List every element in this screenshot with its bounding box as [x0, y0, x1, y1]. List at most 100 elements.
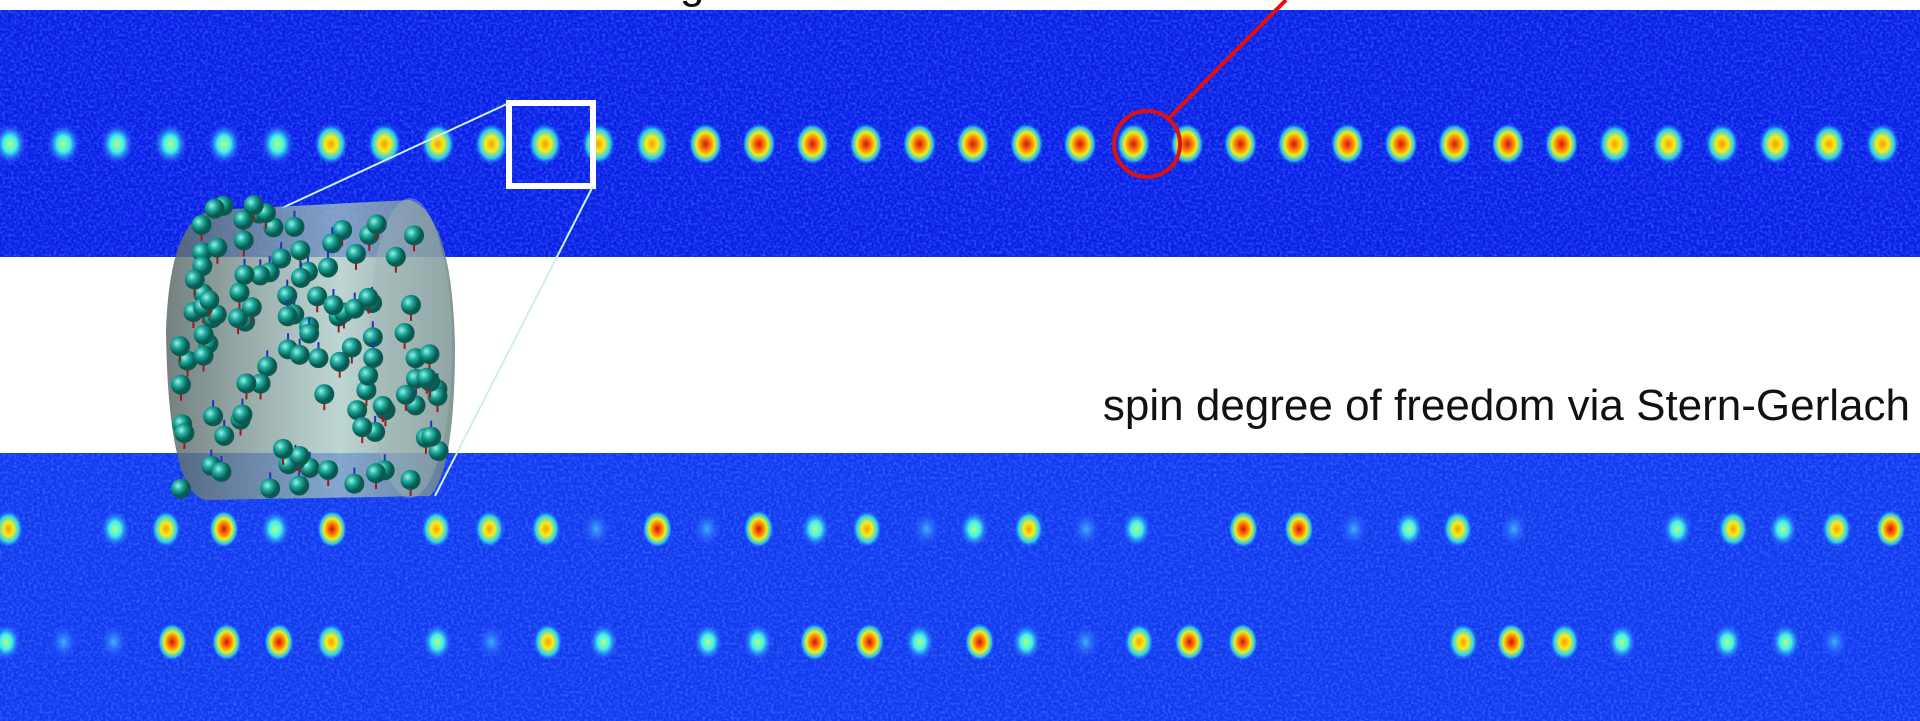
atom [318, 460, 338, 480]
atom [314, 384, 334, 404]
atom [171, 479, 191, 499]
atom [170, 336, 190, 356]
atom [342, 337, 362, 357]
atom [367, 214, 387, 234]
atom [421, 427, 441, 447]
ion-spot [911, 510, 941, 548]
ion-spot [1652, 123, 1686, 165]
atom [401, 295, 421, 315]
ion-spot [1876, 510, 1906, 548]
ion-spot [1443, 510, 1473, 548]
atom [203, 406, 223, 426]
ion-spot [207, 123, 241, 165]
ion-spot [1768, 510, 1798, 548]
atom [229, 282, 249, 302]
ion-spot [852, 510, 882, 548]
ion-spot [264, 623, 294, 661]
atom [194, 325, 214, 345]
atom [257, 356, 277, 376]
ion-spot [528, 123, 562, 165]
atom [344, 474, 364, 494]
ion-spot [1117, 123, 1151, 165]
atom [417, 368, 437, 388]
atom [347, 400, 367, 420]
ion-spot [692, 510, 722, 548]
ion-spot [1122, 510, 1152, 548]
atom [323, 295, 343, 315]
atom [404, 225, 424, 245]
ion-spot [1607, 623, 1637, 661]
atom [352, 417, 372, 437]
ion-spot [1712, 623, 1742, 661]
atom [192, 215, 212, 235]
atom [199, 290, 219, 310]
ion-spot [642, 510, 672, 548]
ion-spot [1438, 123, 1472, 165]
ion-spot [157, 623, 187, 661]
ion-spot [1491, 123, 1525, 165]
ion-spot [1277, 123, 1311, 165]
ion-spot [743, 623, 773, 661]
ion-spot [421, 510, 451, 548]
ion-spot [1812, 123, 1846, 165]
atom [236, 373, 256, 393]
atom [290, 240, 310, 260]
atom [366, 463, 386, 483]
atom [185, 269, 205, 289]
ion-spot [1228, 510, 1258, 548]
ion-spot [635, 123, 669, 165]
ion-spot [1384, 123, 1418, 165]
atom [205, 199, 225, 219]
ion-spot [1063, 123, 1097, 165]
atom [322, 233, 342, 253]
ion-spot [476, 623, 506, 661]
ion-spot [314, 123, 348, 165]
ion-spot [854, 623, 884, 661]
caption: spin degree of freedom via Stern-Gerlach [1103, 381, 1910, 430]
atom [373, 396, 393, 416]
ion-spot [1499, 510, 1529, 548]
atom [214, 426, 234, 446]
atom [386, 247, 406, 267]
ion-spot [422, 623, 452, 661]
ion-spot [903, 123, 937, 165]
atom [290, 345, 310, 365]
ion-spot [956, 123, 990, 165]
ion-spot [1550, 623, 1580, 661]
atom [244, 195, 264, 215]
atom [358, 366, 378, 386]
atom [363, 348, 383, 368]
ion-spot [47, 123, 81, 165]
ion-spot [49, 623, 79, 661]
ion-spot [368, 123, 402, 165]
ion-spot [1662, 510, 1692, 548]
ion-spot [1331, 123, 1365, 165]
ion-spot [693, 623, 723, 661]
ion-spot [260, 510, 290, 548]
ion-spot [1497, 623, 1527, 661]
ion-spot [1545, 123, 1579, 165]
atom [291, 268, 311, 288]
figure: g spin degree of freedom via Stern-Gerla… [0, 0, 1920, 721]
atom [207, 238, 227, 258]
atom [358, 288, 378, 308]
atom [211, 462, 231, 482]
ion-spot [474, 510, 504, 548]
ion-spot [317, 510, 347, 548]
ion-spot [1820, 623, 1850, 661]
ion-spot [1071, 510, 1101, 548]
ion-spot [1822, 510, 1852, 548]
ion-spot [533, 623, 563, 661]
atom [419, 344, 439, 364]
atom [401, 470, 421, 490]
ion-spot [1771, 623, 1801, 661]
atom [194, 346, 214, 366]
atom [299, 324, 319, 344]
ion-spot [1866, 123, 1900, 165]
ion-spot [100, 123, 134, 165]
ion-spot [1598, 123, 1632, 165]
ion-spot [588, 623, 618, 661]
ion-spot [1011, 623, 1041, 661]
ion-spot [689, 123, 723, 165]
atom [171, 375, 191, 395]
